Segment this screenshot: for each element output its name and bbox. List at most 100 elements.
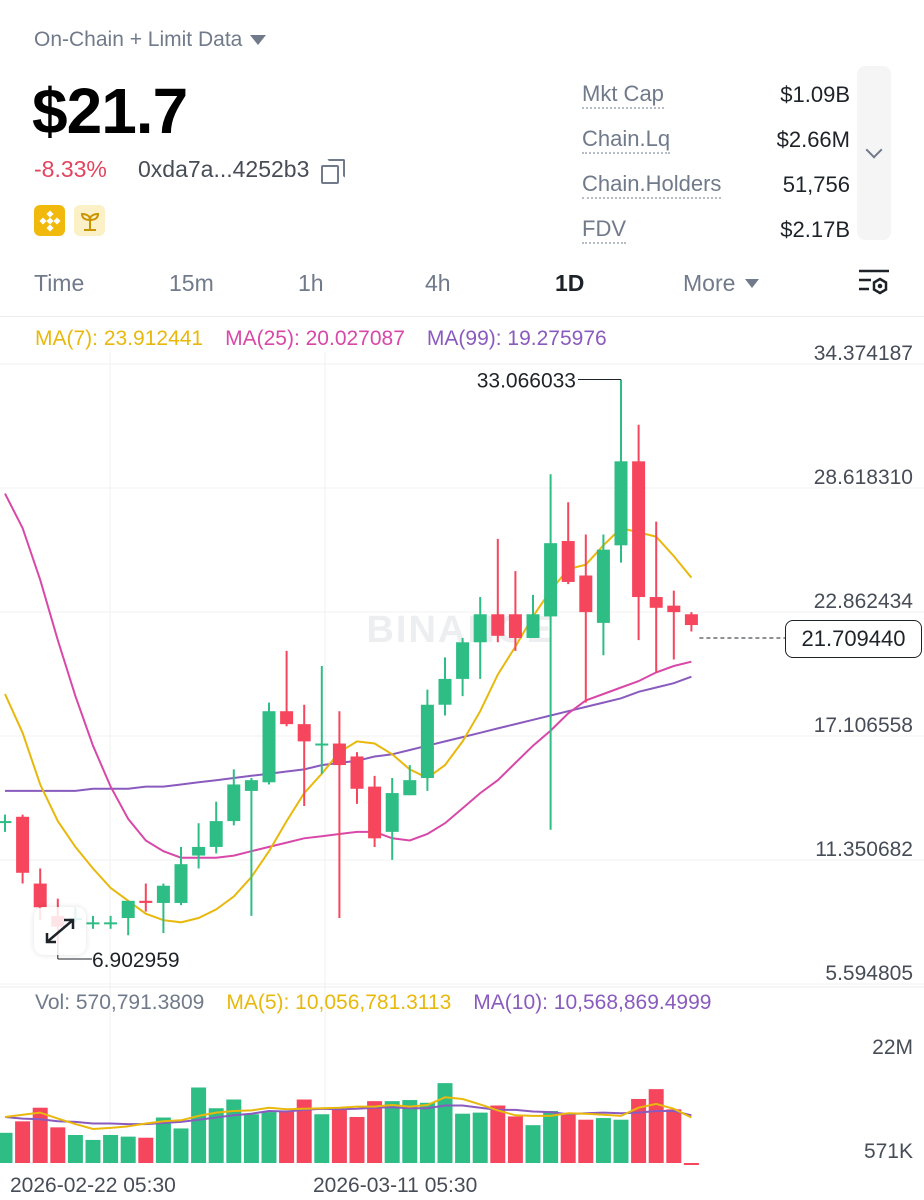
price-axis-tick: 28.618310: [814, 466, 913, 489]
candle-up: [596, 549, 610, 623]
volume-ma5-line: [4, 1096, 692, 1131]
volume-bar: [490, 1105, 506, 1163]
time-axis-label: 2026-02-22 05:30: [10, 1174, 176, 1197]
bnb-chain-icon[interactable]: [34, 205, 65, 236]
interval-tabs: Time 15m 1h 4h 1D More: [0, 262, 924, 310]
candle-down: [508, 614, 522, 638]
candle-up: [209, 821, 223, 847]
volume-axis-tick: 22M: [872, 1036, 913, 1059]
volume-bar: [32, 1107, 48, 1163]
contract-address[interactable]: 0xda7a...4252b3: [138, 156, 346, 184]
candle-up: [156, 885, 170, 903]
candle-down: [667, 605, 681, 613]
stat-label[interactable]: FDV: [582, 216, 626, 244]
candle-up: [614, 461, 628, 546]
volume-bar: [419, 1102, 435, 1163]
tab-time[interactable]: Time: [34, 270, 85, 296]
volume-bar: [631, 1098, 647, 1163]
time-axis-label: 2026-03-11 05:30: [313, 1174, 477, 1197]
tab-1h[interactable]: 1h: [298, 270, 324, 296]
ma99-legend: MA(99): 19.275976: [426, 327, 607, 350]
volume-bar: [173, 1128, 189, 1163]
candle-up: [526, 614, 540, 638]
volume-bar: [85, 1139, 101, 1163]
tab-1d[interactable]: 1D: [555, 270, 585, 296]
candle-down: [632, 461, 646, 598]
tab-15m[interactable]: 15m: [169, 270, 214, 296]
candle-up: [262, 711, 276, 783]
ma25-line: [4, 493, 692, 859]
contract-address-text: 0xda7a...4252b3: [138, 156, 310, 182]
volume-bar: [120, 1136, 136, 1163]
tab-more-label: More: [683, 270, 736, 296]
candle-down: [297, 724, 311, 742]
stat-label[interactable]: Mkt Cap: [582, 81, 664, 109]
volume-bar: [595, 1118, 611, 1163]
data-source-selector[interactable]: On-Chain + Limit Data: [34, 28, 267, 52]
ma7-legend: MA(7): 23.912441: [35, 327, 204, 350]
volume-bar: [367, 1101, 383, 1163]
volume-axis-tick: 571K: [864, 1140, 913, 1163]
data-source-label: On-Chain + Limit Data: [34, 28, 243, 51]
candle-up: [315, 743, 329, 746]
volume-bar: [402, 1100, 418, 1163]
volume-bar: [578, 1119, 594, 1163]
candle-up: [104, 922, 118, 925]
volume-bar: [279, 1110, 295, 1163]
candle-up: [456, 642, 470, 679]
candle-up: [174, 864, 188, 903]
volume-bar: [437, 1083, 453, 1163]
volume-bar: [472, 1112, 488, 1163]
expand-stats-button[interactable]: [857, 66, 891, 240]
token-stats: Mkt Cap $1.09B Chain.Lq $2.66M Chain.Hol…: [582, 72, 850, 252]
volume-bar: [155, 1117, 171, 1163]
candle-down: [579, 575, 593, 613]
candle-up: [227, 784, 241, 822]
stat-chain-holders: Chain.Holders 51,756: [582, 162, 850, 207]
candle-down: [368, 786, 382, 839]
candle-up: [385, 793, 399, 832]
chart-settings-icon[interactable]: [858, 268, 890, 298]
copy-icon[interactable]: [321, 158, 346, 184]
volume-bar: [507, 1116, 523, 1163]
candle-down: [684, 614, 698, 626]
volume-bar: [683, 1163, 699, 1166]
volume-ma5-legend: MA(5): 10,056,781.3113: [226, 991, 452, 1014]
volume-bar: [543, 1110, 559, 1163]
stat-value: $1.09B: [780, 81, 850, 107]
volume-bar: [384, 1101, 400, 1163]
high-marker-label: 33.066033: [477, 369, 576, 392]
candle-up: [403, 780, 417, 796]
volume-bar: [613, 1119, 629, 1163]
volume-bar: [455, 1113, 471, 1163]
low-marker-label: 6.902959: [92, 949, 180, 972]
stat-fdv: FDV $2.17B: [582, 207, 850, 252]
ma25-legend: MA(25): 20.027087: [225, 327, 405, 350]
stat-chain-liquidity: Chain.Lq $2.66M: [582, 117, 850, 162]
caret-down-icon: [250, 35, 267, 45]
candle-down: [561, 541, 575, 582]
current-price: $21.7: [32, 75, 188, 147]
volume-bar: [296, 1099, 312, 1163]
candle-up: [192, 846, 206, 856]
price-axis-tick: 5.594805: [825, 962, 913, 985]
tab-4h[interactable]: 4h: [425, 270, 451, 296]
fullscreen-button[interactable]: [34, 907, 86, 955]
candle-down: [139, 900, 153, 903]
price-axis-tick: 17.106558: [814, 714, 913, 737]
candle-up: [86, 922, 100, 925]
stat-label[interactable]: Chain.Lq: [582, 126, 671, 154]
stat-label[interactable]: Chain.Holders: [582, 171, 722, 199]
tab-more[interactable]: More: [683, 270, 760, 297]
volume-ma10-legend: MA(10): 10,568,869.4999: [473, 991, 712, 1014]
stat-value: 51,756: [782, 171, 850, 197]
candle-up: [420, 704, 434, 778]
tabs-divider: [0, 316, 924, 317]
volume-bar: [261, 1112, 277, 1163]
sprout-icon[interactable]: [74, 205, 105, 236]
volume-bar: [15, 1121, 31, 1163]
volume-ma-legend: Vol: 570,791.3809 MA(5): 10,056,781.3113…: [35, 991, 711, 1015]
price-axis-tick: 11.350682: [815, 838, 913, 861]
volume-bar: [666, 1109, 682, 1163]
